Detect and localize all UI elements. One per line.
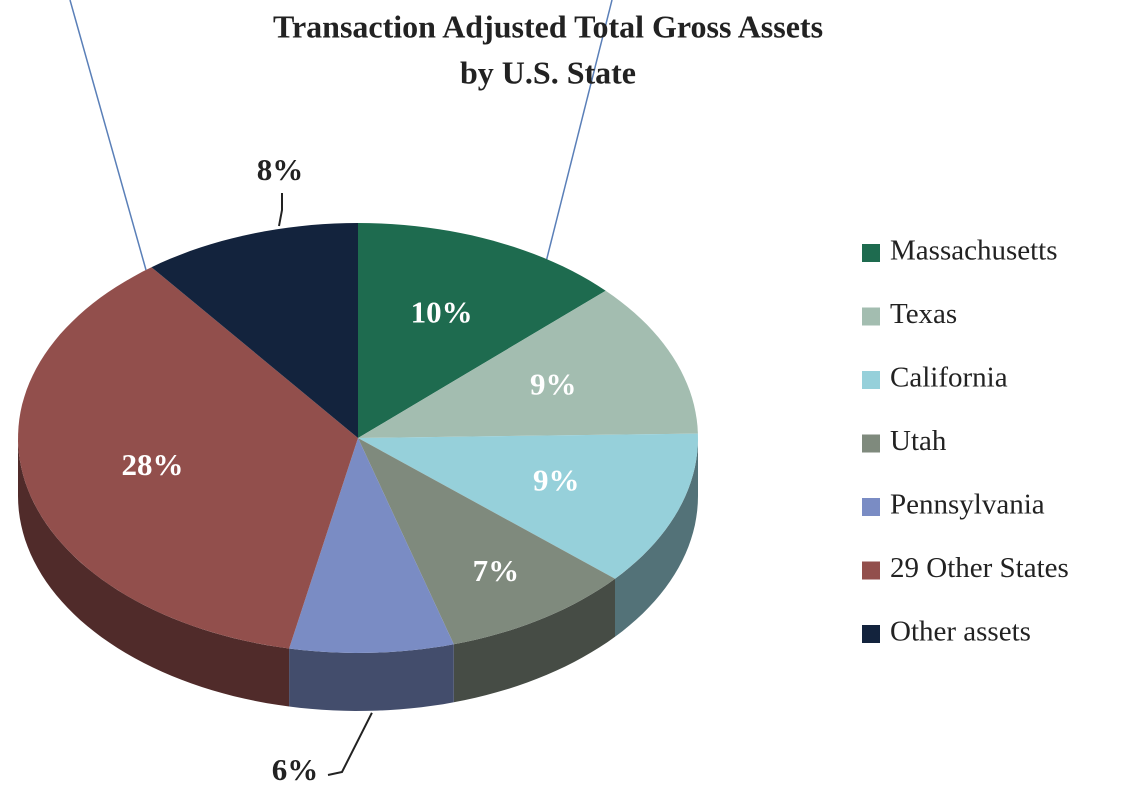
data-label: 8% — [257, 152, 304, 187]
chart-title: Transaction Adjusted Total Gross Assets — [273, 8, 823, 44]
slice-side — [453, 578, 615, 703]
connector-line — [545, 0, 613, 263]
legend-swatch — [862, 561, 880, 580]
legend-label: Massachusetts — [890, 235, 1058, 267]
data-label: 7% — [473, 553, 520, 588]
legend-label: California — [890, 362, 1008, 394]
legend-swatch — [862, 498, 880, 516]
legend-swatch — [862, 625, 880, 643]
data-label: 9% — [533, 462, 580, 497]
data-label: 28% — [122, 447, 184, 482]
legend-swatch — [862, 244, 880, 262]
legend-label: Texas — [890, 298, 957, 330]
leader-line — [327, 712, 373, 776]
slice-side — [289, 644, 454, 711]
legend-swatch — [862, 307, 880, 326]
leader-line — [278, 193, 283, 227]
connector-line — [69, 0, 147, 271]
slice — [289, 438, 454, 653]
legend-label: 29 Other States — [890, 552, 1069, 584]
chart-title: by U.S. State — [460, 54, 636, 90]
slice — [18, 267, 358, 649]
slice — [358, 438, 615, 645]
slice-side — [18, 438, 290, 707]
legend-label: Utah — [890, 425, 947, 457]
slice — [358, 433, 698, 579]
data-label: 9% — [530, 367, 577, 402]
slice — [358, 290, 698, 438]
legend-label: Other assets — [890, 616, 1031, 648]
slice — [358, 223, 606, 438]
data-label: 10% — [411, 295, 473, 330]
slice-side — [615, 438, 698, 637]
legend-swatch — [862, 434, 880, 453]
slice — [151, 223, 358, 438]
legend-label: Pennsylvania — [890, 489, 1045, 521]
data-label: 6% — [272, 752, 319, 787]
legend-swatch — [862, 371, 880, 389]
